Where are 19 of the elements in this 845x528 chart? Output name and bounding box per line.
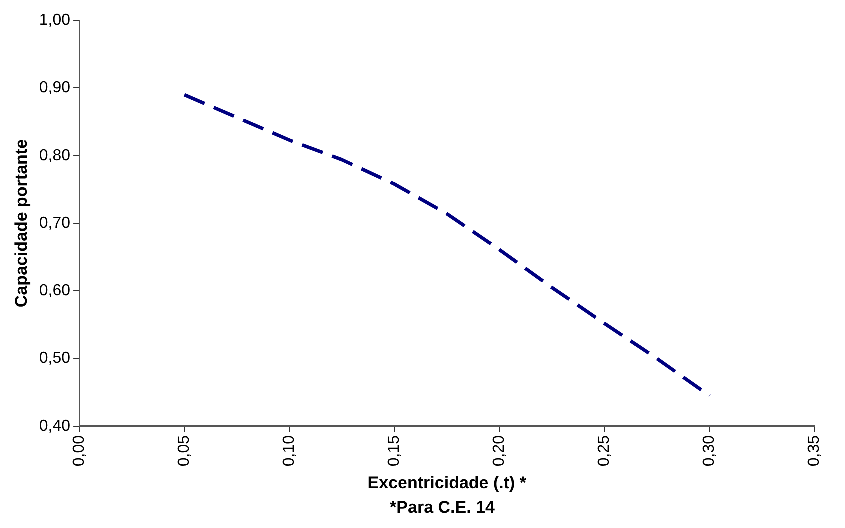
y-tick-label: 0,90 [39,80,71,97]
text: *Para C.E. 14 [389,498,496,518]
y-tick-label: 0,50 [39,350,71,368]
x-tick-label: 0,20 [491,435,508,467]
y-tick-label: 0,60 [39,282,71,300]
x-tick-label: 0,05 [176,435,193,467]
y-axis-title: Capacidade portante [12,139,31,308]
y-tick-label: 1,00 [39,12,71,30]
x-tick-label: 0,30 [701,435,718,467]
y-tick-label: 0,80 [39,147,71,164]
y-tick-label: 0,40 [39,418,71,435]
line-series [182,93,712,398]
x-tick-label: 0,35 [806,435,824,467]
x-tick-label: 0,00 [70,435,88,467]
x-tick-label: 0,15 [386,435,404,467]
x-axis-title: Excentricidade (.t) * [368,473,527,492]
x-tick-label: 0,25 [596,435,614,467]
y-tick-label: 0,70 [39,214,71,232]
x-tick-label: 0,10 [281,435,298,467]
